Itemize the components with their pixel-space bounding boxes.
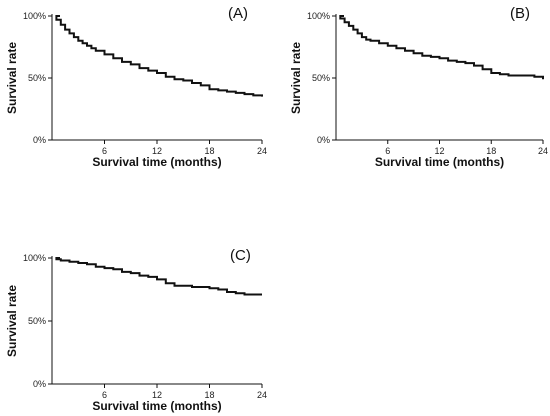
x-tick-label: 24 [257,390,267,400]
survival-curve-1 [55,15,263,97]
y-tick-label: 100% [23,253,46,263]
x-tick-label: 18 [486,146,496,156]
y-tick-label: 50% [312,73,330,83]
y-axis-title: Survival rate [289,42,303,114]
y-tick-label: 50% [28,316,46,326]
x-tick-label: 6 [385,146,390,156]
chart-panel-3: 0% 50% 100% 6 12 18 24 Survival time (months) Su… [5,247,267,413]
y-tick-label: 100% [23,11,46,21]
y-tick-label: 0% [33,379,46,389]
x-tick-label: 18 [204,390,214,400]
y-axis-title: Survival rate [5,285,19,357]
y-axis-title: Survival rate [5,42,19,114]
survival-curve-1 [339,15,544,80]
x-axis-title: Survival time (months) [92,399,221,413]
x-tick-label: 12 [152,146,162,156]
x-tick-label: 24 [538,146,548,156]
y-tick-label: 0% [317,135,330,145]
chart-panel-2: 0% 50% 100% 6 12 18 24 Survival time (months) Su… [289,5,548,169]
chart-panel-1: 0% 50% 100% 6 12 18 24 Survival time (months) Su… [5,5,267,169]
x-axis-title: Survival time (months) [375,155,504,169]
x-tick-label: 24 [257,146,267,156]
x-tick-label: 6 [102,390,107,400]
x-tick-label: 12 [152,390,162,400]
panel-label: (C) [230,247,251,264]
x-tick-label: 18 [204,146,214,156]
survival-curve-1 [55,257,262,296]
x-axis-title: Survival time (months) [92,155,221,169]
y-tick-label: 0% [33,135,46,145]
x-tick-label: 12 [434,146,444,156]
y-tick-label: 100% [307,11,330,21]
x-tick-label: 6 [102,146,107,156]
y-tick-label: 50% [28,73,46,83]
panel-label: (A) [228,5,248,22]
panel-label: (B) [510,5,530,22]
